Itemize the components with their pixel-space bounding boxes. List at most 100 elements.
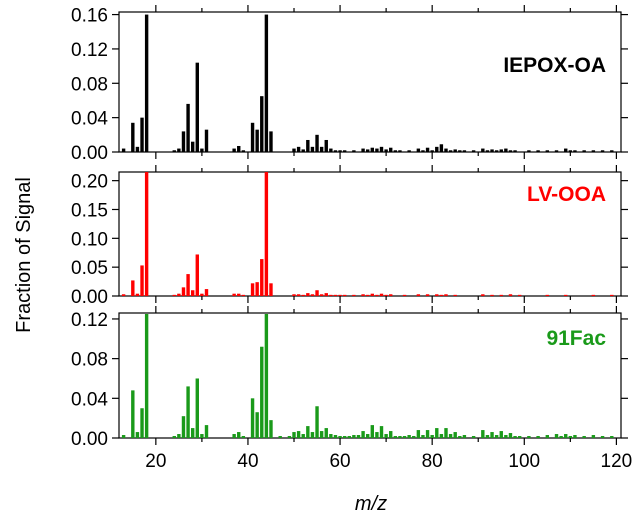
bar-mz-94 (494, 150, 499, 152)
bar-mz-18 (144, 14, 149, 152)
bar-mz-17 (140, 408, 144, 438)
bar-mz-25 (177, 293, 181, 296)
bar-mz-97 (508, 433, 513, 438)
bar-mz-111 (573, 435, 577, 438)
chart-panels: 0.00 0.04 0.08 0.12 0.16 IEPOX-OA 0.00 0.05 0.10… (71, 5, 632, 472)
bar-mz-77 (416, 430, 421, 438)
bar-mz-17 (140, 117, 144, 152)
bar-mz-60 (338, 436, 342, 438)
bar-mz-28 (190, 290, 195, 296)
panel-frame (118, 11, 622, 153)
bar-mz-95 (499, 149, 503, 152)
bar-mz-29 (195, 378, 199, 438)
bar-mz-28 (190, 428, 195, 438)
panel-0: 0.00 0.04 0.08 0.12 0.16 IEPOX-OA (71, 5, 628, 164)
bar-mz-61 (342, 294, 347, 296)
x-tick-label: 80 (422, 451, 443, 472)
bar-mz-16 (135, 293, 140, 296)
x-tick-label: 100 (508, 451, 540, 472)
bar-mz-51 (296, 294, 301, 296)
bar-mz-54 (310, 294, 315, 296)
bar-mz-24 (172, 436, 176, 438)
bar-mz-57 (324, 293, 328, 296)
bar-mz-28 (190, 141, 195, 152)
bar-mz-80 (430, 150, 434, 152)
bar-mz-72 (393, 150, 398, 152)
x-tick-label: 40 (237, 451, 258, 472)
y-tick-label: 0.15 (71, 200, 108, 221)
bar-mz-87 (462, 435, 467, 438)
bar-mz-15 (131, 280, 135, 296)
bar-mz-29 (195, 254, 199, 296)
bar-mz-59 (333, 435, 338, 438)
bar-mz-68 (375, 148, 379, 152)
bar-mz-52 (301, 149, 305, 152)
bar-mz-96 (504, 435, 508, 438)
bar-mz-44 (264, 313, 269, 438)
bar-mz-84 (448, 434, 453, 438)
bar-mz-117 (600, 150, 605, 152)
bar-mz-42 (255, 412, 259, 438)
bar-mz-73 (398, 150, 402, 152)
bar-mz-94 (494, 435, 499, 438)
y-tick-label: 0.04 (71, 109, 108, 130)
bar-mz-99 (517, 436, 522, 438)
bar-mz-54 (310, 146, 315, 152)
bar-mz-89 (471, 150, 476, 152)
bar-mz-119 (610, 294, 614, 296)
y-tick-label: 0.12 (71, 40, 108, 61)
bar-mz-101 (527, 436, 531, 438)
y-tick-label: 0.20 (71, 172, 108, 193)
bar-mz-56 (319, 294, 324, 296)
bar-mz-15 (131, 390, 135, 438)
bar-mz-107 (554, 150, 559, 152)
bar-mz-79 (425, 430, 430, 438)
bar-mz-117 (600, 436, 605, 438)
bar-mz-110 (568, 436, 573, 438)
bar-mz-60 (338, 294, 342, 296)
bar-mz-72 (393, 436, 398, 438)
bar-mz-67 (370, 425, 374, 438)
bar-mz-29 (195, 62, 199, 152)
bar-mz-82 (439, 294, 444, 296)
panel-label: IEPOX-OA (503, 54, 606, 77)
bar-mz-13 (121, 148, 126, 152)
x-axis-label: m/z (355, 493, 387, 515)
bar-mz-58 (329, 294, 333, 296)
bar-mz-82 (439, 434, 444, 438)
bar-mz-85 (453, 149, 457, 152)
bar-mz-65 (361, 431, 365, 438)
bar-mz-52 (301, 294, 305, 296)
bar-mz-83 (444, 148, 448, 152)
bar-mz-67 (370, 293, 374, 296)
bar-mz-93 (490, 149, 494, 152)
bar-mz-24 (172, 294, 176, 296)
bar-mz-43 (260, 96, 264, 152)
bar-mz-109 (564, 294, 568, 296)
bar-mz-105 (545, 435, 550, 438)
bar-mz-44 (264, 172, 269, 296)
bar-mz-83 (444, 294, 448, 296)
bar-mz-62 (347, 436, 351, 438)
bar-mz-69 (379, 426, 384, 438)
bar-mz-43 (260, 259, 264, 296)
bar-mz-99 (517, 294, 522, 296)
bar-mz-75 (407, 150, 411, 152)
bar-mz-93 (490, 294, 494, 296)
bar-mz-103 (536, 436, 540, 438)
bar-mz-97 (508, 150, 513, 152)
bar-mz-57 (324, 428, 328, 438)
bar-mz-60 (338, 150, 342, 152)
y-tick-label: 0.05 (71, 258, 108, 279)
panel-label: 91Fac (546, 327, 606, 350)
bar-mz-105 (545, 150, 550, 152)
bar-mz-13 (121, 294, 126, 296)
y-tick-label: 0.16 (71, 6, 108, 27)
bar-mz-70 (384, 434, 388, 438)
bar-mz-86 (458, 150, 462, 152)
panel-2: 0.00 0.04 0.08 0.12 91Fac (71, 306, 628, 450)
y-tick-label: 0.12 (71, 310, 108, 331)
bar-mz-53 (306, 139, 310, 152)
bar-mz-61 (342, 436, 347, 438)
